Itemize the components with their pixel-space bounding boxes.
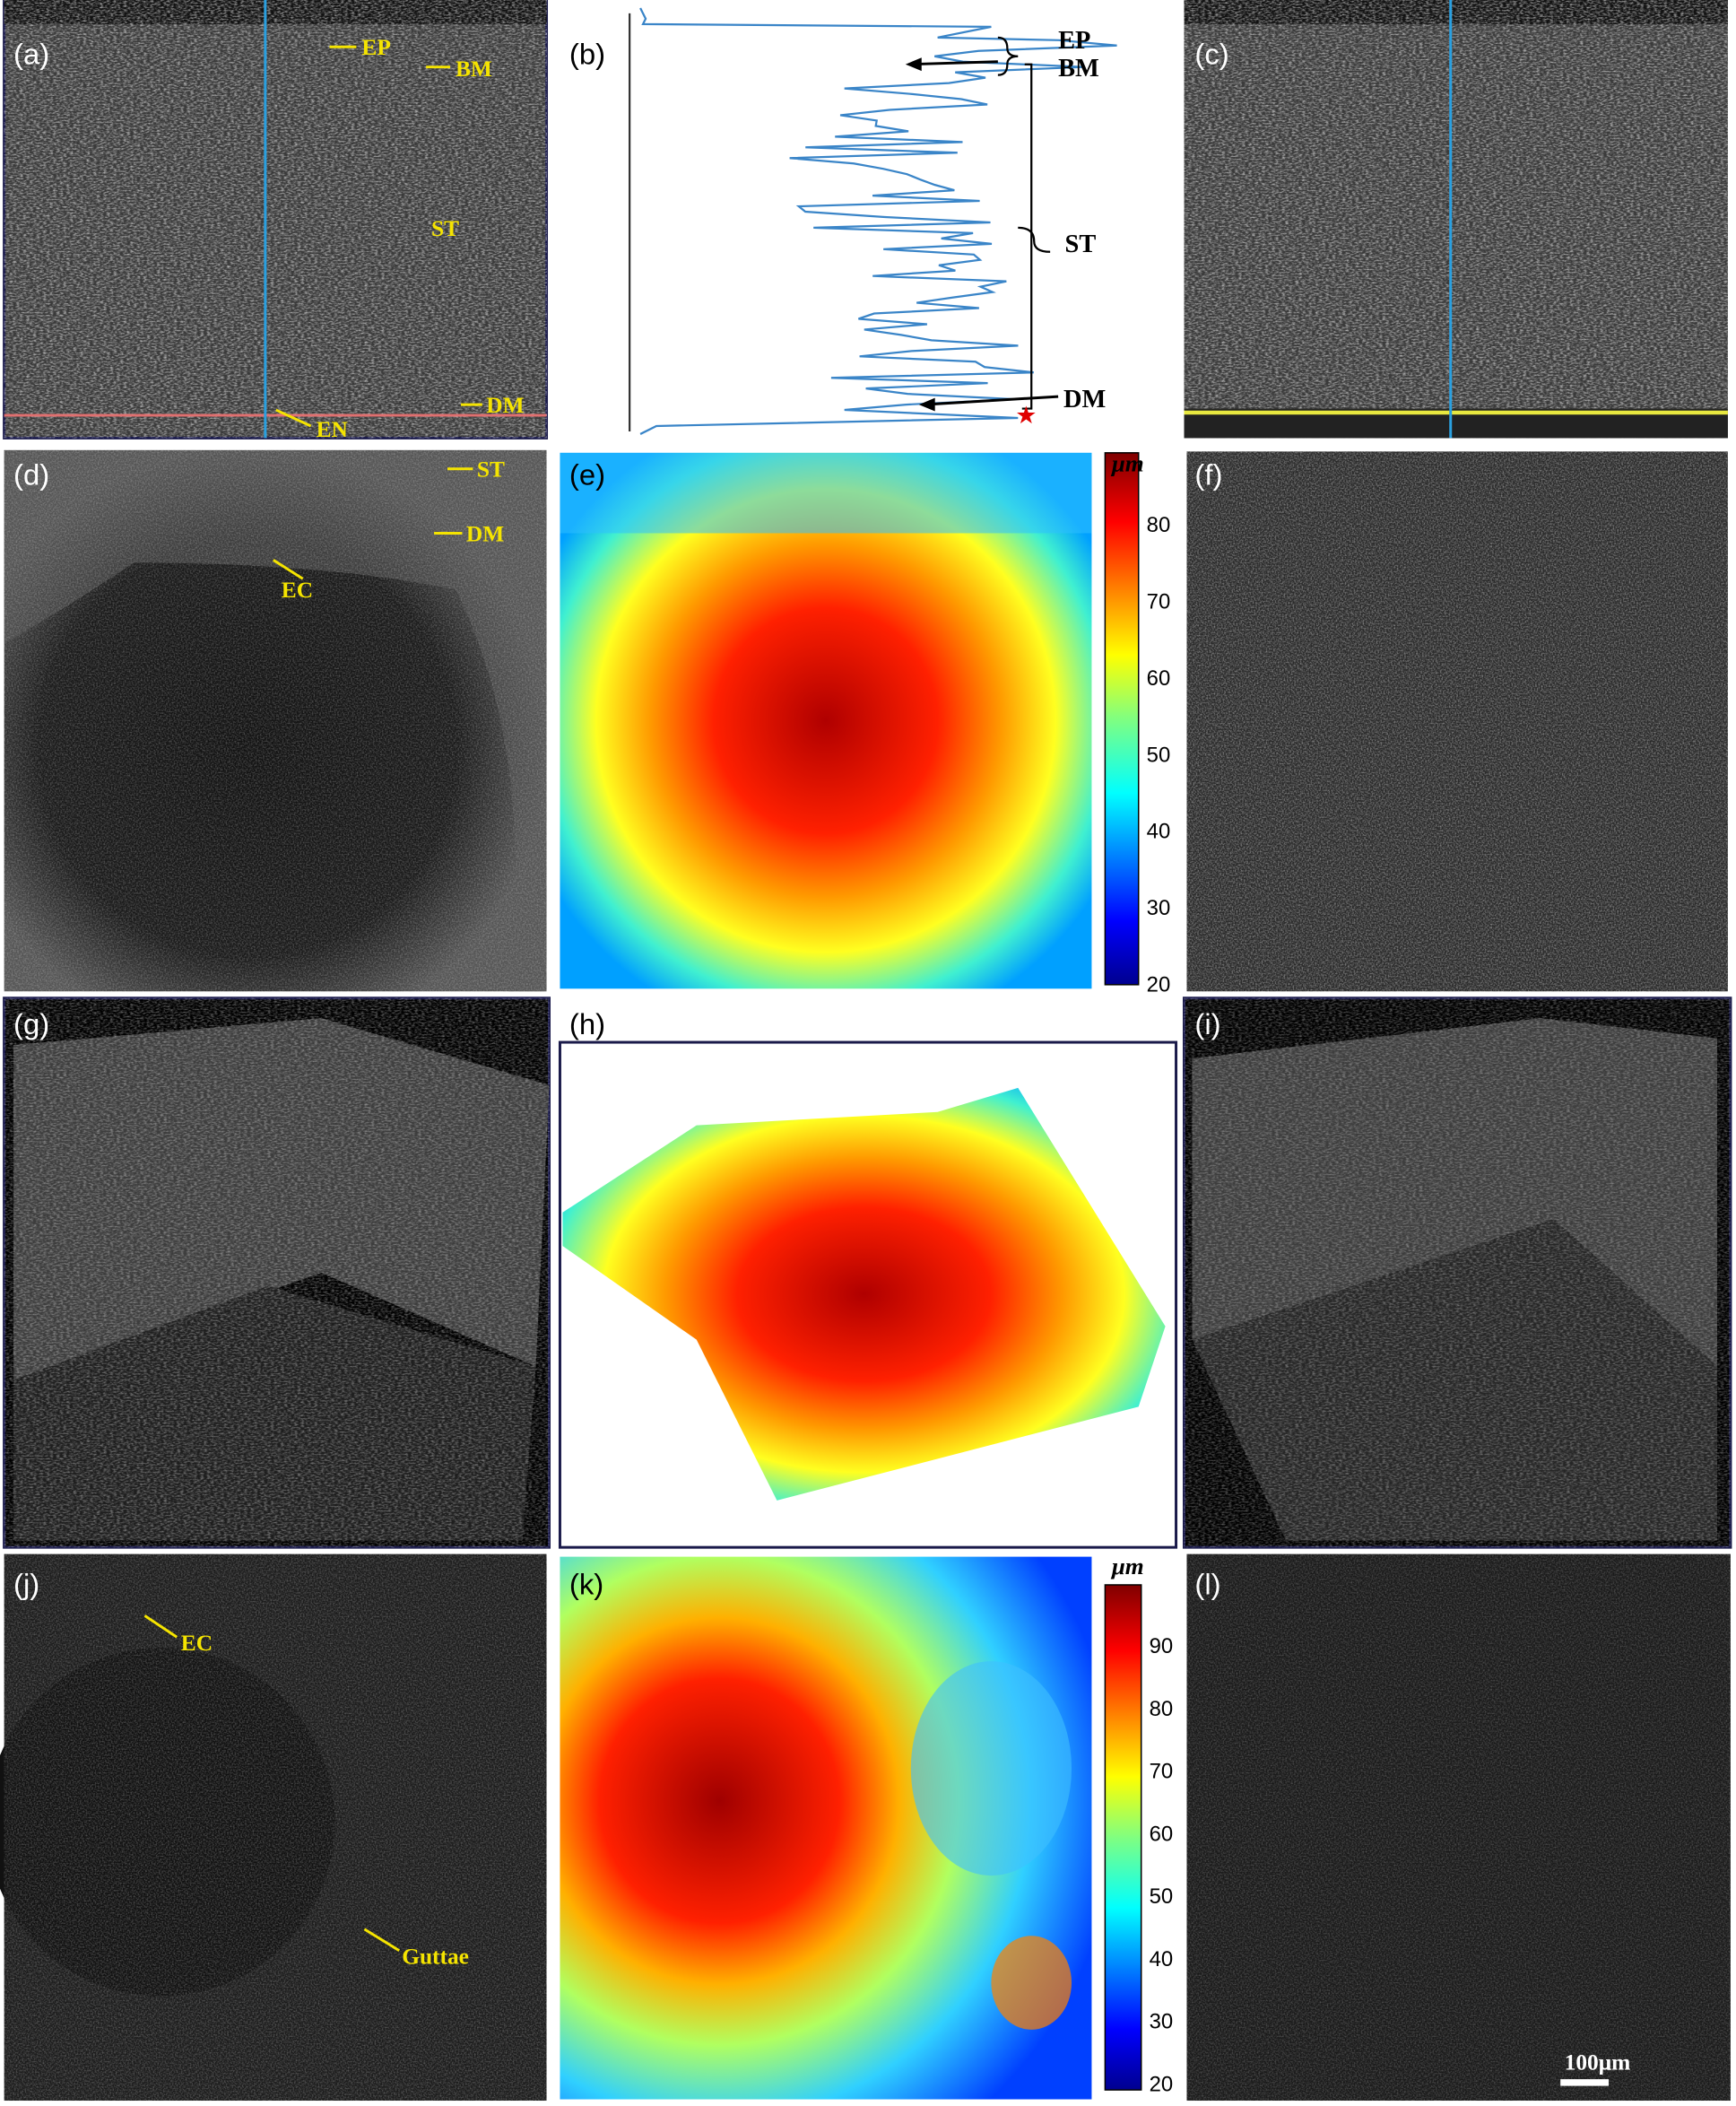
- annotation: EN: [317, 417, 348, 442]
- annotation: DM: [466, 521, 504, 546]
- scale-bar-label: 100μm: [1565, 2050, 1631, 2076]
- colorbar-tick-label: 20: [1150, 2072, 1174, 2096]
- panel-d: [4, 449, 547, 992]
- colorbar-tick-label: 40: [1147, 820, 1171, 844]
- colorbar-tick-label: 30: [1150, 2010, 1174, 2034]
- colorbar-tick-label: 90: [1150, 1634, 1174, 1658]
- annotation-arrows: [143, 45, 482, 1953]
- annotation: DM: [486, 393, 524, 418]
- panel-label: (g): [13, 1007, 49, 1040]
- panel-a: [3, 0, 549, 439]
- colorbar-tick-label: 60: [1147, 666, 1171, 691]
- intensity-profile: [639, 7, 1117, 435]
- colorbar-tick-label: 30: [1147, 896, 1171, 920]
- panel-label: (c): [1194, 38, 1228, 71]
- colorbar-tick-label: 50: [1150, 1884, 1174, 1909]
- annotation: BM: [456, 57, 492, 82]
- annotation: Guttae: [402, 1945, 469, 1970]
- colorbar-tick-label: 40: [1150, 1947, 1174, 1971]
- panel-label: (i): [1194, 1007, 1220, 1040]
- colorbar-tick-label: 20: [1147, 973, 1171, 997]
- colorbar-tick-label: 70: [1150, 1760, 1174, 1784]
- annotation: DM: [1063, 386, 1106, 413]
- panel-j: [0, 1553, 547, 2102]
- panel-label: (k): [569, 1567, 603, 1600]
- panel-label: (a): [13, 38, 49, 71]
- panel-f: [1186, 451, 1728, 992]
- colorbar-unit: μm: [1110, 1553, 1144, 1580]
- colorbar-tick-label: 80: [1150, 1697, 1174, 1721]
- panel-k: [560, 1556, 1142, 2100]
- colorbar-tick-label: 50: [1147, 743, 1171, 767]
- panel-c: [1184, 0, 1728, 439]
- annotation: EC: [282, 578, 313, 603]
- panel-i: [1183, 996, 1732, 1549]
- panel-label: (j): [13, 1567, 39, 1600]
- panel-g: [3, 996, 551, 1549]
- svg-text:★: ★: [1015, 402, 1037, 429]
- annotation: BM: [1058, 55, 1099, 83]
- annotation: EC: [181, 1631, 213, 1656]
- annotation: EP: [361, 35, 390, 60]
- annotation: ST: [431, 216, 459, 241]
- panel-label: (f): [1194, 458, 1222, 492]
- panel-b: ★: [629, 7, 1117, 435]
- annotation: EP: [1058, 27, 1090, 55]
- annotation: ST: [477, 457, 505, 483]
- panel-label: (b): [569, 38, 605, 71]
- panel-l: [1186, 1553, 1731, 2102]
- panel-label: (l): [1194, 1567, 1220, 1600]
- colorbar-tick-label: 70: [1147, 589, 1171, 614]
- colorbar-unit: μm: [1110, 450, 1144, 477]
- colorbar-tick-label: 60: [1150, 1822, 1174, 1846]
- panel-e: [560, 452, 1140, 989]
- panel-label: (d): [13, 458, 49, 492]
- panel-h: [558, 1040, 1178, 1549]
- panel-label: (e): [569, 458, 605, 492]
- colorbar-tick-label: 80: [1147, 513, 1171, 537]
- panel-label: (h): [569, 1007, 605, 1040]
- annotation: ST: [1065, 231, 1097, 258]
